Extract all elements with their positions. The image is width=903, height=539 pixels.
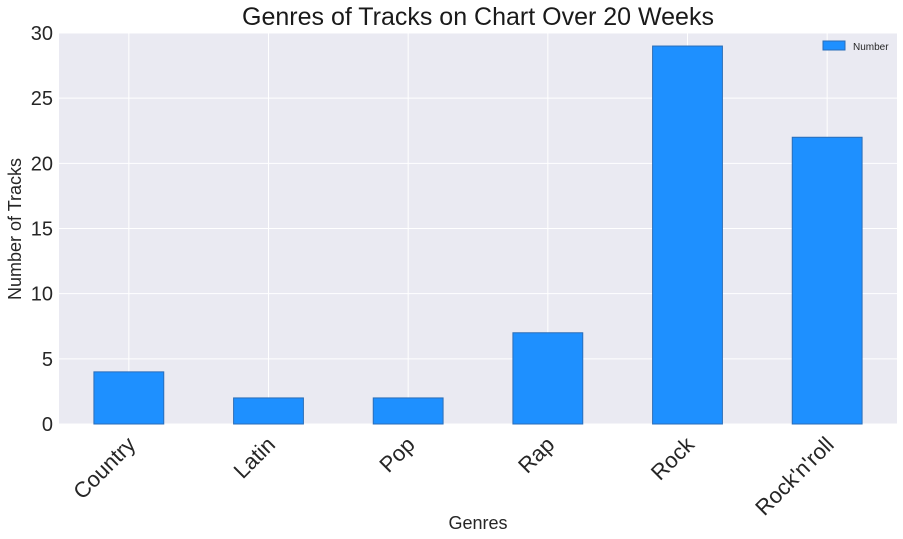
bar-pop [372,397,444,425]
bar-rock-n-roll [791,136,863,425]
x-tick-label: Latin [229,432,280,483]
bar-country [93,371,165,425]
legend-swatch [822,40,846,51]
chart-title: Genres of Tracks on Chart Over 20 Weeks [242,3,714,31]
y-tick-label: 0 [42,414,53,436]
bars [93,45,863,425]
bar-rock [652,45,723,425]
legend: Number [822,40,889,53]
bar-latin [233,397,304,425]
x-axis-label: Genres [448,513,507,533]
x-tick-label: Rock [646,431,700,485]
x-tick-label: Rap [513,432,559,478]
y-tick-label: 25 [31,88,53,110]
x-tick-label: Rock'n'roll [750,432,838,520]
legend-label: Number [853,42,889,53]
y-tick-label: 30 [31,23,53,45]
bar-rap [512,332,584,425]
y-axis-label: Number of Tracks [5,158,25,300]
x-tick-label: Pop [374,432,419,477]
y-tick-label: 5 [42,349,53,371]
x-tick-label: Country [68,432,140,504]
y-tick-label: 15 [31,219,53,241]
y-tick-label: 20 [31,153,53,175]
y-tick-label: 10 [31,284,53,306]
x-tick-labels: Country Latin Pop Rap Rock Rock'n'roll [68,431,838,520]
y-tick-labels: 0 5 10 15 20 25 30 [31,23,53,436]
